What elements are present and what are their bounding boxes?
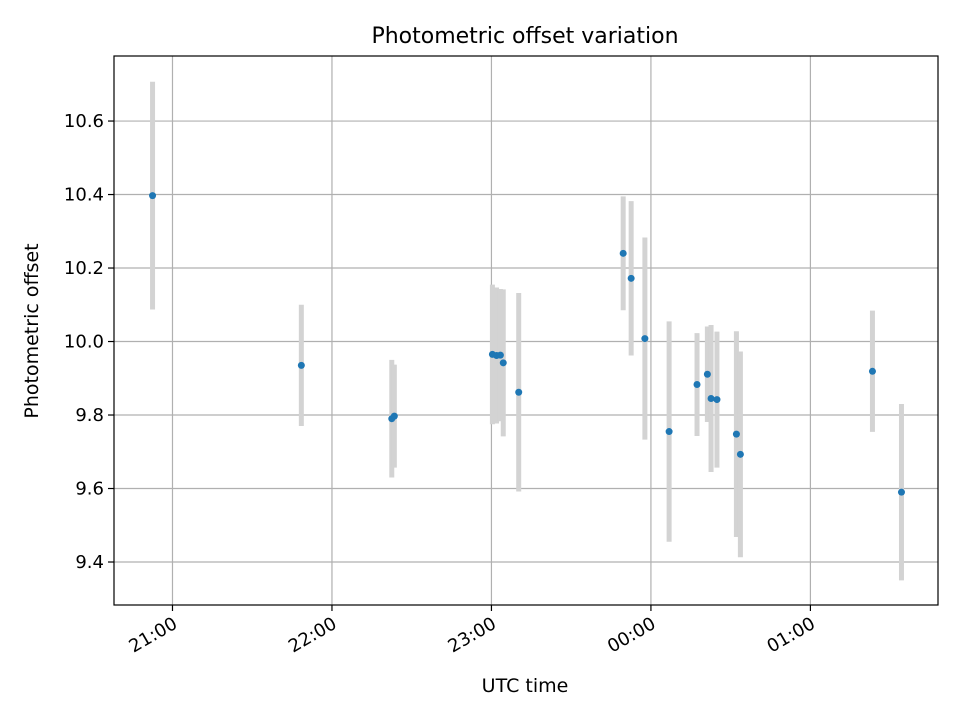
y-tick-label: 9.8 [75,405,104,426]
data-point [499,359,507,367]
data-point [665,428,673,436]
data-point [515,388,523,396]
data-point [641,335,649,343]
data-point [496,351,504,359]
y-axis-label: Photometric offset [21,243,43,418]
x-axis-label: UTC time [482,675,569,697]
data-point [707,394,715,402]
y-axis: 9.4 9.6 9.8 10.0 10.2 10.4 10.6 [64,111,114,573]
y-tick-label: 10.4 [64,185,104,206]
y-tick-label: 10.2 [64,258,104,279]
y-tick-label: 10.6 [64,111,104,132]
data-point [297,361,305,369]
plot-frame [113,55,939,606]
data-point [627,274,635,282]
data-point [868,367,876,375]
data-points [149,192,905,496]
data-point [732,430,740,438]
data-point [390,412,398,420]
y-tick-label: 10.0 [64,332,104,353]
y-tick-label: 9.6 [75,479,104,500]
grid [114,56,938,605]
data-point [703,370,711,378]
data-point [736,450,744,458]
data-point [149,192,157,200]
chart-title: Photometric offset variation [371,24,678,49]
data-point [693,381,701,389]
y-tick-label: 9.4 [75,552,104,573]
data-point [713,396,721,404]
data-point [619,249,627,257]
data-point [897,488,905,496]
